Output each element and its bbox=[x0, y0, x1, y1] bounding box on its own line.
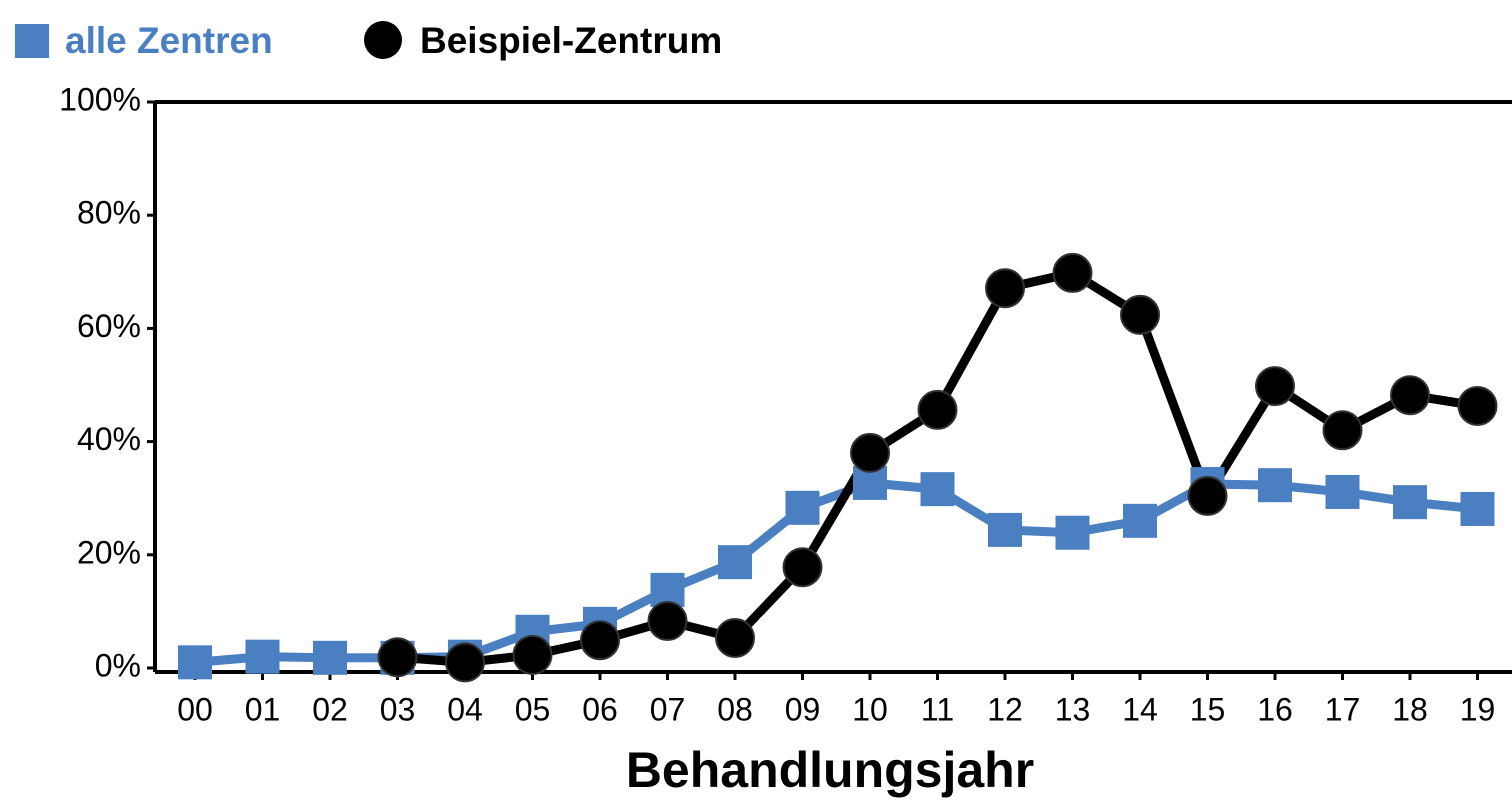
y-tick-label: 60% bbox=[77, 308, 141, 344]
square-marker bbox=[1258, 468, 1292, 503]
y-tick-label: 0% bbox=[95, 647, 141, 683]
x-tick-label: 04 bbox=[447, 691, 483, 727]
square-marker bbox=[1460, 491, 1495, 526]
y-tick-label: 100% bbox=[59, 81, 141, 117]
circle-marker bbox=[512, 634, 553, 675]
square-marker bbox=[1123, 503, 1157, 538]
legend-marker bbox=[364, 21, 402, 59]
legend-label: Beispiel-Zentrum bbox=[420, 20, 722, 61]
series-line bbox=[397, 268, 1479, 667]
square-marker bbox=[1325, 474, 1360, 509]
circle-marker bbox=[1390, 375, 1430, 416]
circle-marker bbox=[445, 642, 485, 683]
circle-marker bbox=[1322, 410, 1363, 451]
square-marker bbox=[178, 645, 212, 680]
x-tick-label: 11 bbox=[921, 691, 954, 727]
circle-marker bbox=[715, 618, 755, 659]
x-tick-label: 00 bbox=[177, 691, 213, 727]
x-tick-label: 12 bbox=[987, 691, 1023, 727]
circle-marker bbox=[1120, 294, 1160, 335]
square-marker bbox=[718, 545, 752, 580]
y-tick-label: 40% bbox=[77, 421, 141, 457]
circle-marker bbox=[1255, 366, 1295, 407]
square-marker bbox=[1055, 515, 1090, 550]
y-tick-label: 80% bbox=[77, 195, 141, 231]
legend-label: alle Zentren bbox=[65, 20, 273, 61]
circle-marker bbox=[1052, 252, 1093, 293]
circle-marker bbox=[647, 601, 688, 642]
circle-marker bbox=[850, 432, 890, 473]
x-tick-label: 07 bbox=[650, 691, 686, 727]
circle-marker bbox=[1187, 475, 1228, 516]
x-tick-label: 03 bbox=[380, 691, 416, 727]
x-tick-label: 01 bbox=[245, 691, 281, 727]
x-tick-label: 09 bbox=[785, 691, 821, 727]
x-tick-label: 10 bbox=[852, 691, 888, 727]
circle-marker bbox=[377, 637, 418, 678]
y-tick-label: 20% bbox=[77, 534, 141, 570]
x-tick-label: 16 bbox=[1257, 691, 1293, 727]
circle-marker bbox=[1457, 385, 1498, 426]
square-marker bbox=[313, 640, 347, 675]
square-marker bbox=[988, 512, 1022, 547]
circle-marker bbox=[580, 620, 620, 661]
x-tick-label: 18 bbox=[1392, 691, 1428, 727]
x-tick-label: 17 bbox=[1325, 691, 1361, 727]
circle-marker bbox=[782, 547, 823, 588]
square-marker bbox=[920, 472, 955, 507]
x-tick-label: 06 bbox=[582, 691, 618, 727]
legend-marker bbox=[15, 24, 49, 58]
circle-marker bbox=[917, 389, 958, 430]
circle-marker bbox=[985, 268, 1025, 309]
x-tick-label: 15 bbox=[1190, 691, 1226, 727]
square-marker bbox=[245, 639, 280, 674]
x-axis-title: Behandlungsjahr bbox=[626, 742, 1034, 798]
square-marker bbox=[785, 490, 820, 525]
x-tick-label: 19 bbox=[1460, 691, 1496, 727]
x-tick-label: 08 bbox=[717, 691, 753, 727]
x-tick-label: 13 bbox=[1055, 691, 1091, 727]
x-tick-label: 05 bbox=[515, 691, 551, 727]
square-marker bbox=[1393, 485, 1427, 520]
x-tick-label: 14 bbox=[1122, 691, 1158, 727]
x-tick-label: 02 bbox=[312, 691, 348, 727]
